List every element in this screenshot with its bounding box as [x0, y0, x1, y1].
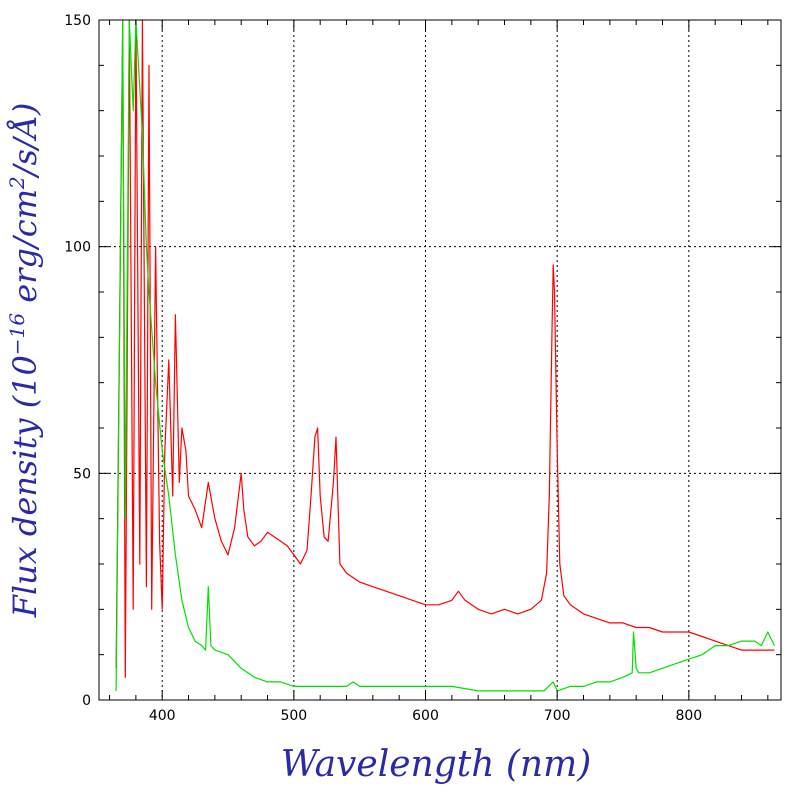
- y-tick-label: 100: [64, 240, 91, 256]
- y-axis-title-exp2: 2: [5, 176, 29, 190]
- series-line-0: [115, 19, 775, 678]
- plot-frame: [98, 19, 782, 701]
- tick-labels: 400 500 600 700 800 0 50 100 150: [64, 13, 702, 724]
- y-tick-label: 0: [82, 693, 91, 709]
- y-axis-title-part-a: Flux density (10: [6, 355, 44, 618]
- x-tick-label: 800: [675, 708, 702, 724]
- y-tick-label: 50: [73, 466, 91, 482]
- x-tick-label: 600: [412, 708, 439, 724]
- x-tick-label: 400: [149, 708, 176, 724]
- grid-lines: [99, 20, 781, 700]
- x-tick-label: 500: [280, 708, 307, 724]
- series-line-1: [115, 19, 775, 692]
- y-axis-title: Flux density (10−16 erg/cm2/s/Å): [5, 103, 44, 619]
- y-axis-title-part-c: /s/Å): [6, 103, 44, 180]
- x-axis-title: Wavelength (nm): [281, 744, 592, 785]
- y-tick-label: 150: [64, 13, 91, 29]
- y-axis-title-exp1: −16: [5, 313, 29, 355]
- series-layer: [115, 19, 775, 692]
- plot-border: [98, 19, 782, 701]
- axis-ticks: [99, 19, 781, 701]
- x-tick-label: 700: [544, 708, 571, 724]
- y-axis-title-part-b: erg/cm: [6, 189, 44, 313]
